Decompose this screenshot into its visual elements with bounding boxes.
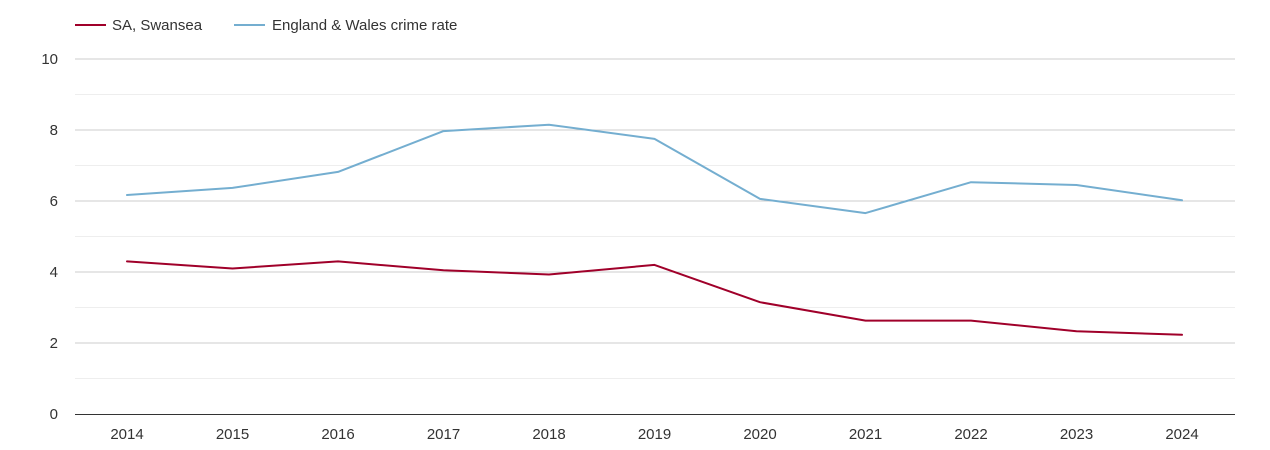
x-tick-label: 2014 xyxy=(110,426,143,443)
series-line-england-wales xyxy=(126,123,1183,215)
y-tick-label: 4 xyxy=(50,264,58,281)
x-tick-label: 2019 xyxy=(638,426,671,443)
x-tick-label: 2024 xyxy=(1165,426,1198,443)
series-group xyxy=(126,123,1183,336)
x-tick-label: 2022 xyxy=(954,426,987,443)
gridlines xyxy=(75,58,1235,379)
x-tick-label: 2015 xyxy=(216,426,249,443)
legend-label-sa-swansea: SA, Swansea xyxy=(112,17,203,34)
y-axis: 0 2 4 6 8 10 xyxy=(41,51,58,423)
x-tick-label: 2016 xyxy=(321,426,354,443)
x-tick-label: 2023 xyxy=(1060,426,1093,443)
x-tick-label: 2021 xyxy=(849,426,882,443)
series-line-sa-swansea xyxy=(126,260,1183,336)
y-tick-label: 6 xyxy=(50,193,58,210)
x-axis: 2014 2015 2016 2017 2018 2019 2020 2021 2022 2023… xyxy=(75,414,1235,443)
legend: SA, Swansea England & Wales crime rate xyxy=(75,17,457,34)
y-tick-label: 10 xyxy=(41,51,58,68)
y-tick-label: 0 xyxy=(50,406,58,423)
x-tick-label: 2017 xyxy=(427,426,460,443)
y-tick-label: 8 xyxy=(50,122,58,139)
x-tick-label: 2020 xyxy=(743,426,776,443)
y-tick-label: 2 xyxy=(50,335,58,352)
legend-label-england-wales: England & Wales crime rate xyxy=(272,17,457,34)
x-tick-label: 2018 xyxy=(532,426,565,443)
